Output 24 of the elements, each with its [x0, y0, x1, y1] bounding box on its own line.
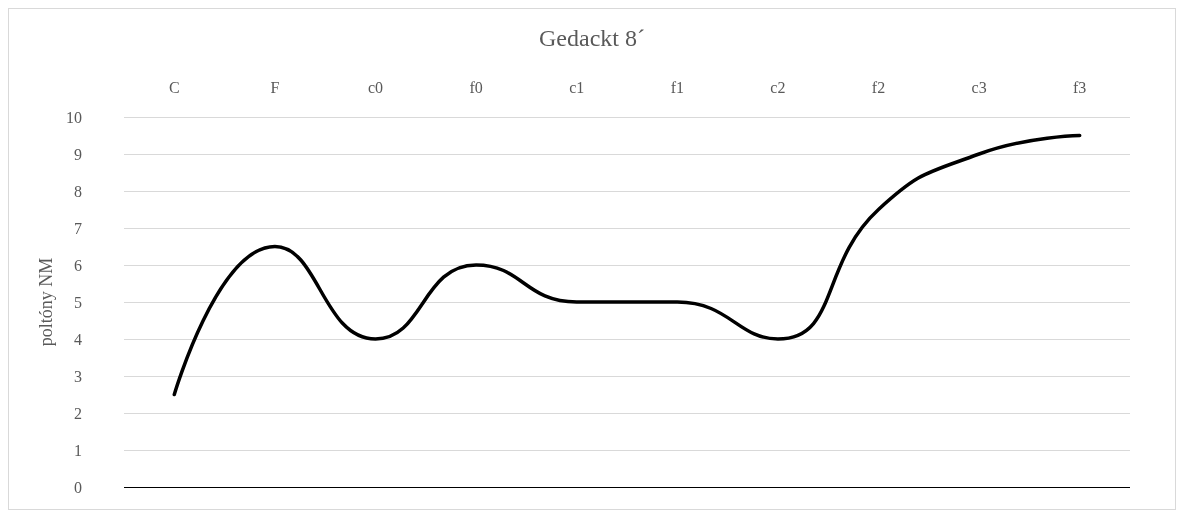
y-tick-label: 6 [74, 256, 82, 274]
x-tick-label: c0 [367, 78, 384, 96]
line-series [172, 133, 1082, 397]
x-tick-label: c2 [770, 78, 786, 96]
x-tick-label: c1 [569, 78, 585, 96]
y-tick-label: 9 [74, 145, 82, 163]
x-tick-label: c3 [971, 78, 987, 96]
y-tick-label: 4 [74, 330, 82, 348]
chart-title: Gedackt 8´ [539, 25, 645, 51]
y-tick-label: 2 [74, 404, 82, 422]
x-tick-label: f1 [670, 78, 684, 96]
y-tick-label: 1 [74, 441, 82, 459]
x-tick-label: f0 [469, 78, 483, 96]
x-tick-label: C [168, 78, 180, 96]
y-axis-title: poltóny NM [36, 257, 57, 347]
y-tick-label: 7 [74, 219, 82, 237]
y-tick-label: 10 [66, 108, 82, 126]
y-tick-label: 8 [74, 182, 82, 200]
x-tick-label: F [270, 78, 280, 96]
y-tick-label: 5 [74, 293, 82, 311]
x-tick-label: f2 [871, 78, 886, 96]
x-tick-label: f3 [1073, 78, 1087, 96]
y-tick-label: 3 [74, 367, 82, 385]
y-tick-label: 0 [74, 478, 82, 496]
